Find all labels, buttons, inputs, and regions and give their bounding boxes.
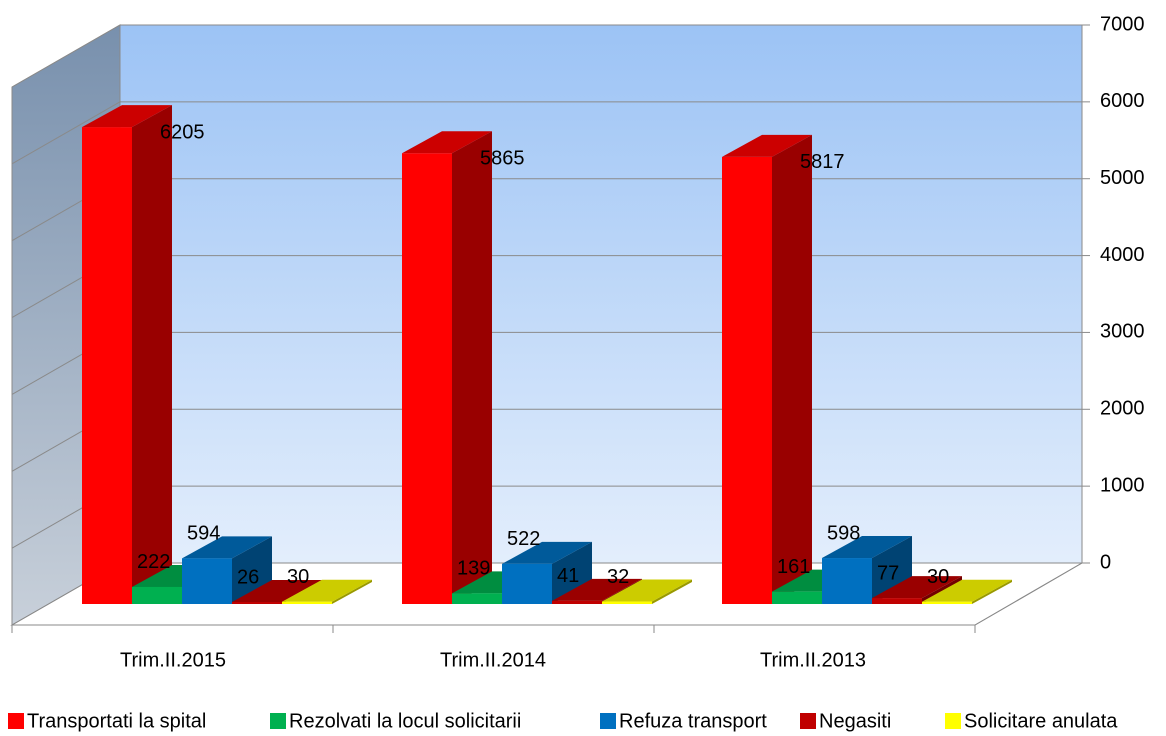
grid-line-side	[11, 24, 121, 88]
bar-top	[502, 541, 592, 564]
x-tick-label: Trim.II.2014	[440, 649, 546, 671]
value-label: 5865	[480, 148, 525, 170]
bar-front	[452, 593, 502, 604]
legend-label: Rezolvati la locul solicitarii	[289, 710, 521, 732]
bar-top	[552, 578, 642, 601]
bar-front	[602, 601, 652, 604]
value-label: 161	[777, 556, 810, 578]
value-label: 139	[457, 558, 490, 580]
legend-label: Solicitare anulata	[964, 710, 1118, 732]
bar-front	[772, 591, 822, 604]
y-tick-label: 1000	[1100, 474, 1145, 496]
y-tick-label: 6000	[1100, 90, 1145, 112]
bar-side	[452, 131, 492, 605]
bar-front	[822, 558, 872, 604]
legend-swatch	[800, 713, 816, 729]
bar-top	[402, 131, 492, 154]
y-tick-label: 5000	[1100, 167, 1145, 189]
legend-swatch	[945, 713, 961, 729]
value-label: 522	[507, 528, 540, 550]
bar-top	[282, 579, 372, 602]
value-label: 594	[187, 523, 220, 545]
bar	[82, 105, 172, 604]
bar-top	[232, 580, 322, 603]
bar-front	[282, 601, 332, 604]
bar-top	[722, 134, 812, 157]
value-label: 26	[237, 566, 259, 588]
bar-front	[872, 598, 922, 604]
value-label: 32	[607, 566, 629, 588]
value-label: 5817	[800, 151, 845, 173]
bar-front	[502, 563, 552, 604]
value-label: 41	[557, 565, 579, 587]
bar	[502, 541, 592, 604]
bar-side	[132, 105, 172, 604]
bar-front	[402, 153, 452, 605]
bar-side	[972, 579, 1012, 604]
depth-axis	[974, 562, 1083, 626]
bar-top	[182, 536, 272, 559]
bar-top	[872, 576, 962, 599]
bar	[282, 579, 372, 604]
bar	[602, 579, 692, 604]
grid-line-side	[11, 101, 121, 165]
bar-front	[232, 602, 282, 604]
bar	[402, 131, 492, 605]
value-label: 30	[287, 566, 309, 588]
value-label: 222	[137, 551, 170, 573]
legend-label: Negasiti	[819, 710, 891, 732]
bar-front	[132, 586, 182, 604]
value-label: 77	[877, 562, 899, 584]
bar-front	[552, 600, 602, 604]
bar-front	[922, 601, 972, 604]
bar	[722, 134, 812, 604]
bar-top	[922, 579, 1012, 602]
bar-top	[602, 579, 692, 602]
legend-label: Refuza transport	[619, 710, 767, 732]
bar-front	[82, 127, 132, 604]
bar-side	[552, 541, 592, 604]
legend-label: Transportati la spital	[27, 710, 206, 732]
bar-front	[722, 156, 772, 604]
legend-swatch	[600, 713, 616, 729]
legend-swatch	[8, 713, 24, 729]
x-tick-label: Trim.II.2015	[120, 649, 226, 671]
value-label: 6205	[160, 121, 205, 143]
y-tick-label: 7000	[1100, 13, 1145, 35]
bar-top	[82, 105, 172, 128]
y-tick-label: 4000	[1100, 244, 1145, 266]
bar	[922, 579, 1012, 604]
y-tick-label: 3000	[1100, 321, 1145, 343]
value-label: 30	[927, 566, 949, 588]
bar-side	[332, 579, 372, 604]
y-tick-label: 0	[1100, 551, 1111, 573]
bar-top	[822, 536, 912, 559]
bar-front	[182, 558, 232, 604]
bar-side	[772, 134, 812, 604]
y-tick-label: 2000	[1100, 398, 1145, 420]
x-tick-label: Trim.II.2013	[760, 649, 866, 671]
bar-side	[652, 579, 692, 604]
value-label: 598	[827, 522, 860, 544]
legend-swatch	[270, 713, 286, 729]
back-wall	[119, 24, 1083, 564]
